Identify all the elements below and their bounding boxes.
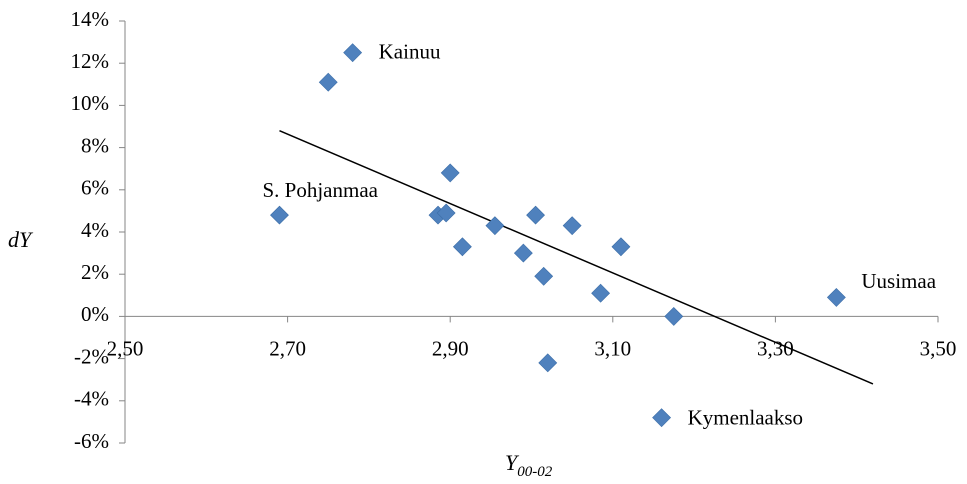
annotations: Kainuu S. Pohjanmaa Uusimaa Kymenlaakso bbox=[262, 39, 936, 429]
data-point bbox=[826, 287, 846, 307]
y-tick-label: 4% bbox=[81, 218, 109, 242]
data-point bbox=[664, 306, 684, 326]
annotation-label: Kymenlaakso bbox=[688, 405, 803, 429]
y-tick-label: 14% bbox=[71, 7, 110, 31]
data-point bbox=[538, 353, 558, 373]
tick-labels: -6% -4% -2% 0% 2% 4% 6% 8% 10% 12% 14% 2,50 2,70 2,90… bbox=[71, 7, 957, 453]
data-point bbox=[485, 216, 505, 236]
y-tick-label: -2% bbox=[74, 344, 109, 368]
x-tick-label: 2,90 bbox=[432, 336, 469, 360]
x-axis-label-main: Y bbox=[505, 450, 520, 475]
data-point bbox=[611, 237, 631, 257]
y-tick-label: 12% bbox=[71, 49, 110, 73]
y-tick-label: 0% bbox=[81, 302, 109, 326]
data-point bbox=[526, 205, 545, 225]
y-tick-label: 8% bbox=[81, 133, 109, 157]
x-axis-label: Y00-02 bbox=[505, 450, 553, 480]
trendline bbox=[279, 130, 874, 385]
annotation-label: S. Pohjanmaa bbox=[262, 178, 378, 202]
y-tick-label: 10% bbox=[71, 91, 110, 115]
x-tick-label: 3,10 bbox=[594, 336, 631, 360]
trendline-layer bbox=[279, 130, 874, 385]
data-point bbox=[318, 72, 338, 92]
y-axis-label: dY bbox=[8, 227, 34, 252]
data-point bbox=[440, 163, 460, 183]
data-point bbox=[436, 203, 456, 223]
x-tick-label: 2,70 bbox=[269, 336, 306, 360]
data-point bbox=[513, 243, 533, 263]
y-tick-label: 6% bbox=[81, 176, 109, 200]
y-tick-label: 2% bbox=[81, 260, 109, 284]
annotation-label: Uusimaa bbox=[861, 269, 936, 293]
data-point bbox=[452, 237, 472, 257]
x-tick-label: 2,50 bbox=[107, 336, 144, 360]
legend-marker-kymenlaakso bbox=[652, 408, 672, 428]
x-tick-label: 3,30 bbox=[757, 336, 794, 360]
y-tick-label: -6% bbox=[74, 429, 109, 453]
x-axis-label-sub: 00-02 bbox=[517, 464, 552, 480]
annotation-label: Kainuu bbox=[379, 39, 441, 63]
data-points bbox=[270, 43, 846, 373]
axes bbox=[119, 20, 939, 444]
data-point bbox=[343, 43, 363, 63]
y-tick-label: -4% bbox=[74, 387, 109, 411]
data-point bbox=[591, 283, 611, 303]
data-point bbox=[270, 205, 289, 225]
x-tick-label: 3,50 bbox=[920, 336, 957, 360]
data-point bbox=[534, 266, 554, 286]
data-point bbox=[562, 216, 582, 236]
